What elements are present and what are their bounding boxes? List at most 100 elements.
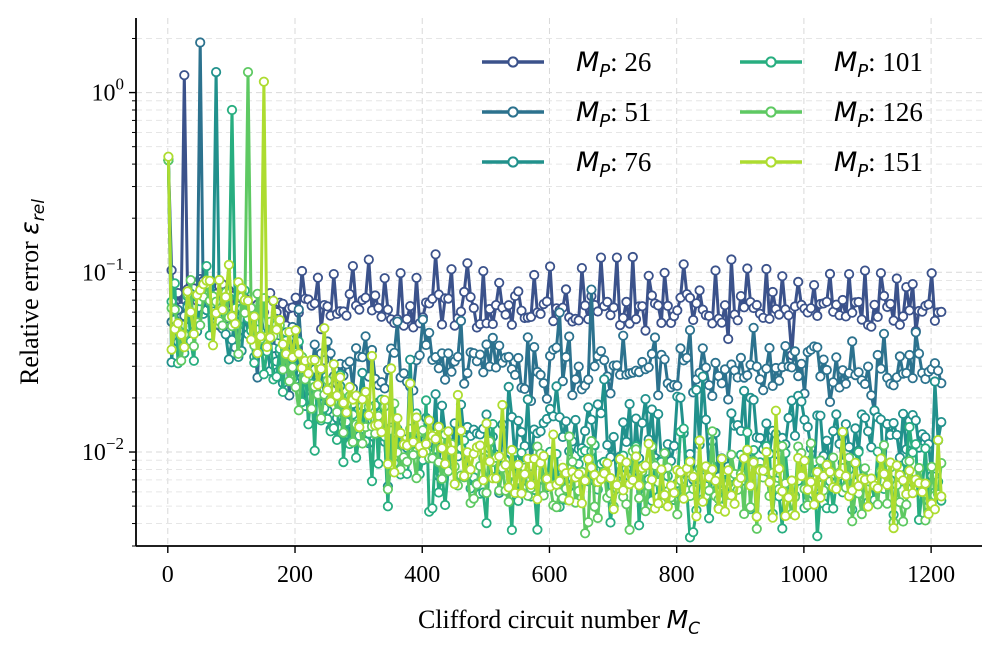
data-point — [436, 400, 448, 411]
data-point — [494, 340, 505, 351]
data-point — [738, 453, 750, 464]
data-point — [436, 319, 448, 330]
data-point — [500, 309, 511, 320]
data-point — [338, 397, 349, 408]
data-point — [303, 368, 314, 379]
data-point — [659, 489, 670, 501]
data-point — [843, 441, 855, 453]
data-point — [872, 311, 883, 322]
data-point — [691, 298, 702, 309]
data-point — [633, 492, 645, 504]
data-point — [936, 306, 947, 317]
data-point — [172, 318, 184, 329]
data-point — [503, 300, 514, 311]
data-point — [875, 453, 887, 464]
data-point — [764, 477, 775, 488]
data-point — [901, 367, 912, 379]
data-point — [433, 421, 444, 432]
data-point — [837, 426, 848, 437]
data-point — [529, 269, 540, 281]
data-point — [223, 259, 234, 270]
data-point — [548, 315, 559, 327]
data-point — [350, 452, 362, 463]
data-point — [688, 314, 699, 326]
data-point — [309, 445, 320, 456]
data-point — [382, 458, 393, 470]
data-point — [847, 307, 858, 318]
data-point — [684, 456, 696, 467]
data-point — [675, 343, 686, 354]
legend-entry-51: MP: 51 — [482, 97, 651, 132]
data-point — [303, 419, 314, 430]
data-point — [179, 342, 190, 353]
data-point — [723, 333, 734, 345]
data-point — [649, 332, 661, 343]
data-point — [271, 324, 282, 335]
data-point — [796, 396, 807, 407]
data-point — [357, 367, 368, 378]
data-point — [602, 458, 613, 469]
data-point — [242, 67, 254, 78]
data-point — [417, 447, 428, 458]
data-point — [783, 412, 794, 423]
data-point — [182, 286, 193, 297]
data-point — [904, 305, 915, 316]
data-point — [640, 325, 651, 336]
data-point — [808, 499, 820, 510]
data-point — [913, 462, 925, 474]
data-point — [424, 327, 435, 338]
data-point — [605, 472, 616, 484]
data-point — [719, 506, 731, 517]
data-point — [605, 388, 616, 399]
data-point — [459, 470, 470, 481]
data-point — [261, 341, 273, 353]
data-point — [815, 410, 826, 421]
data-point — [637, 301, 648, 312]
data-point — [474, 440, 486, 451]
data-point — [611, 252, 623, 263]
data-point — [904, 349, 915, 361]
data-point — [446, 445, 457, 456]
data-point — [688, 471, 699, 482]
data-point — [481, 517, 492, 529]
data-point — [646, 348, 658, 359]
data-point — [678, 423, 689, 434]
data-point — [691, 511, 702, 522]
data-point — [828, 425, 839, 437]
data-point — [347, 260, 358, 272]
data-point — [497, 399, 508, 411]
data-point — [907, 373, 918, 384]
data-point — [532, 524, 543, 535]
data-point — [452, 351, 463, 362]
data-point — [570, 414, 581, 426]
data-point — [936, 491, 947, 502]
y-tick-label: 100 — [92, 75, 125, 107]
data-point — [376, 311, 387, 322]
data-point — [579, 425, 591, 437]
data-point — [605, 517, 616, 528]
data-point — [551, 342, 562, 353]
data-point — [296, 265, 308, 277]
data-point — [449, 478, 460, 490]
data-point — [621, 296, 632, 307]
data-point — [405, 378, 416, 389]
data-point — [373, 302, 384, 313]
data-point — [599, 354, 610, 366]
data-point — [242, 295, 254, 306]
data-point — [439, 374, 451, 385]
data-point — [618, 417, 629, 428]
data-point — [726, 408, 737, 419]
data-point — [554, 307, 565, 318]
data-point — [894, 319, 906, 330]
data-point — [761, 418, 772, 429]
data-point — [630, 451, 642, 462]
data-point — [891, 460, 902, 471]
legend-label: MP: 101 — [834, 47, 923, 82]
x-tick-label: 800 — [659, 562, 695, 588]
data-point — [773, 309, 785, 320]
data-point — [904, 456, 915, 467]
data-point — [487, 332, 498, 343]
legend-label: MP: 26 — [576, 47, 651, 82]
legend-marker — [507, 56, 519, 68]
data-point — [697, 371, 708, 382]
